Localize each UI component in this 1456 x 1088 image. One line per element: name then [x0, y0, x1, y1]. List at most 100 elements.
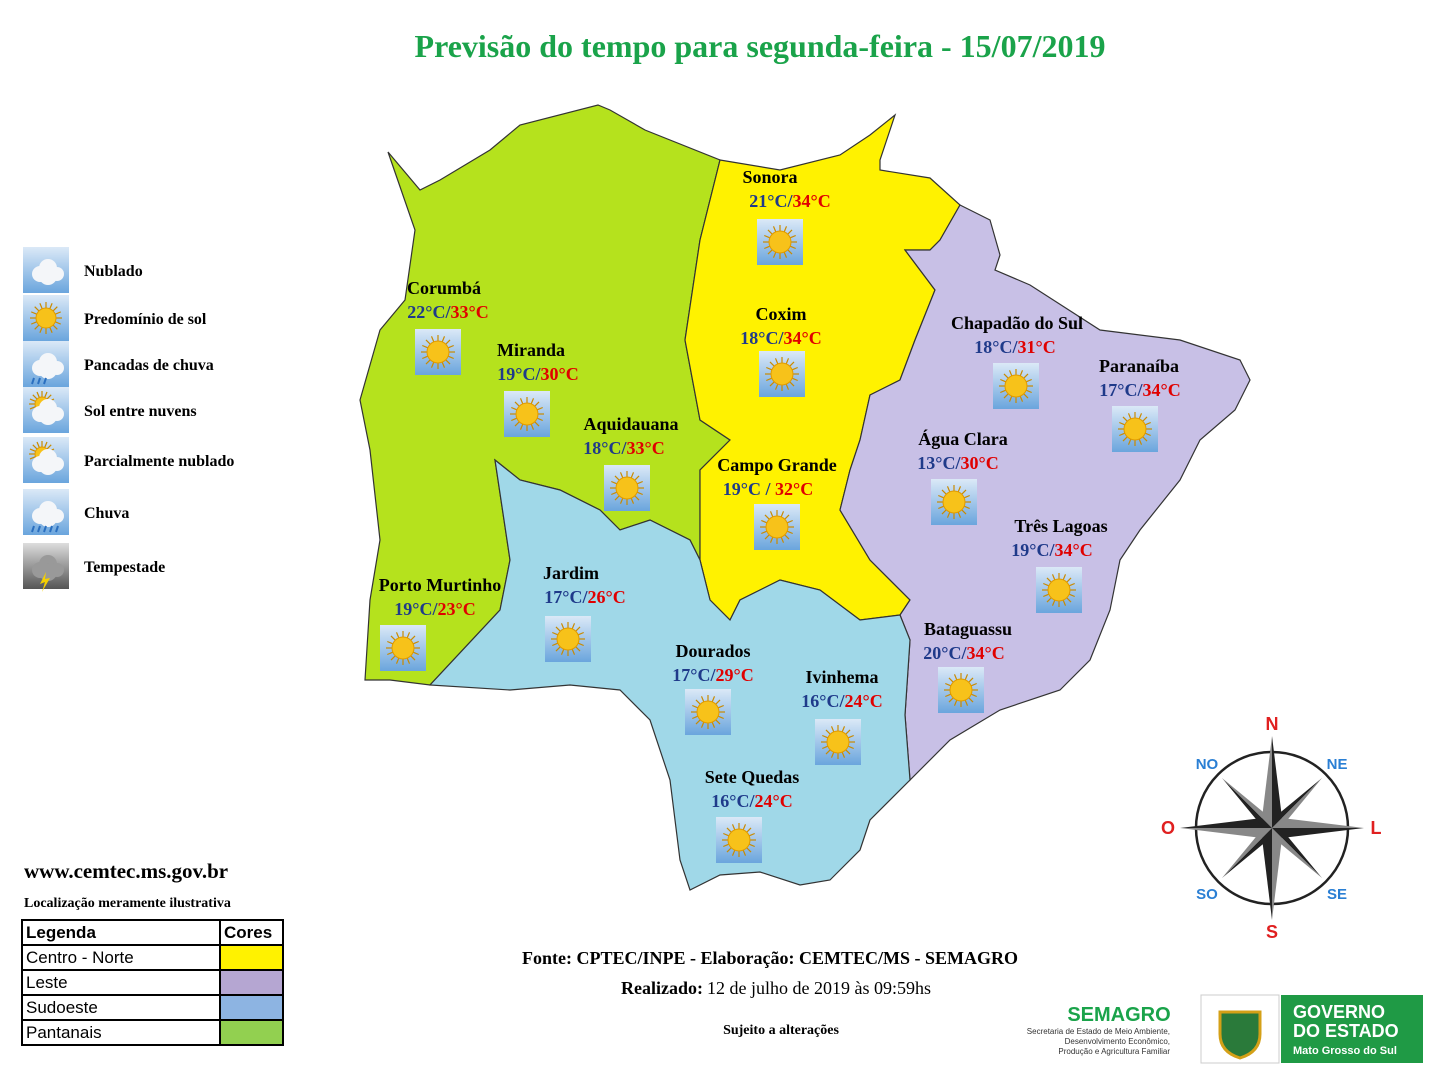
sun-ray [748, 832, 755, 837]
sun-ray [787, 229, 793, 235]
sun [727, 828, 751, 852]
weather-icon [23, 543, 69, 592]
city-name: Miranda [497, 340, 565, 360]
legend-label: Leste [21, 969, 221, 996]
compass-label: L [1371, 818, 1382, 838]
sun-ray [941, 489, 947, 495]
sun-ray [430, 336, 435, 343]
sun-ray [422, 344, 429, 349]
rain [31, 525, 35, 533]
city-name: Água Clara [918, 428, 1008, 449]
sun-ray [961, 509, 967, 515]
sun [1123, 417, 1147, 441]
city-temp: 18°C/31°C [974, 337, 1055, 357]
weather-icon [380, 625, 426, 671]
sun-ray [514, 401, 520, 407]
sun-ray [963, 494, 970, 499]
rain [37, 377, 41, 385]
sun-ray [1008, 370, 1013, 377]
sun-ray [791, 377, 798, 382]
temp-min: 18°C/ [974, 337, 1018, 357]
sun-ray [945, 682, 952, 687]
sun-ray [530, 423, 535, 430]
semagro-sub: Desenvolvimento Econômico, [1065, 1037, 1170, 1046]
sun-ray [717, 704, 724, 709]
sun-ray [577, 642, 584, 647]
sun-ray [1003, 393, 1009, 399]
sun-ray [441, 336, 446, 343]
sun-ray [441, 361, 446, 368]
sun-ray [825, 749, 831, 755]
sun-ray [780, 511, 785, 518]
website: www.cemtec.ms.gov.br [24, 859, 228, 883]
sun-ray [742, 849, 747, 856]
sun-ray [726, 847, 732, 853]
made-value: 12 de julho de 2019 às 09:59hs [707, 978, 931, 998]
sun-ray [948, 677, 954, 683]
sun-ray [406, 657, 411, 664]
sun [1004, 374, 1028, 398]
temp-max: 29°C [716, 665, 754, 685]
sun-ray [511, 406, 518, 411]
sun-ray [780, 536, 785, 543]
temp-min: 17°C/ [672, 665, 716, 685]
sun-ray [636, 480, 643, 485]
temp-min: 18°C/ [583, 438, 627, 458]
sun-ray [614, 475, 620, 481]
city-temp: 16°C/24°C [711, 791, 792, 811]
weather-icon [757, 219, 803, 265]
sun-ray [1019, 395, 1024, 402]
sun-ray [1127, 413, 1132, 420]
sun-ray [46, 394, 52, 400]
sun-ray [948, 697, 954, 703]
sun-ray [55, 311, 62, 315]
temp-min: 18°C/ [740, 328, 784, 348]
weather-icon [931, 479, 977, 525]
sun-ray [968, 697, 974, 703]
sun-ray [430, 361, 435, 368]
sun-ray [789, 361, 795, 367]
city-name: Jardim [543, 563, 599, 583]
sun-ray [536, 406, 543, 411]
rain [43, 377, 47, 385]
sun-ray [571, 648, 576, 655]
gov-text: DO ESTADO [1293, 1021, 1399, 1041]
rain [31, 377, 35, 385]
legend-label: Sudoeste [21, 994, 221, 1021]
sun-ray [387, 640, 394, 645]
sun-ray [44, 391, 48, 398]
sun-ray [1023, 393, 1029, 399]
sun [768, 230, 792, 254]
sun-ray [961, 489, 967, 495]
rain [37, 525, 41, 533]
weather-icon [716, 817, 762, 863]
temp-min: 21°C/ [749, 191, 793, 211]
city-temp: 19°C / 32°C [723, 479, 813, 499]
temp-min: 19°C/ [497, 364, 541, 384]
sun-ray [774, 383, 779, 390]
sun-ray [789, 234, 796, 239]
sun-ray [723, 843, 730, 848]
city-name: Porto Murtinho [379, 575, 501, 595]
sun-ray [772, 251, 777, 258]
weather-icon [604, 465, 650, 511]
sun-ray [695, 699, 701, 705]
sun-ray [769, 361, 775, 367]
weather-label: Chuva [84, 505, 129, 522]
sun-ray [695, 719, 701, 725]
sun-ray [36, 391, 40, 398]
weather-icon [23, 387, 69, 433]
temp-max: 30°C [961, 453, 999, 473]
sun [515, 402, 539, 426]
weather-label: Sol entre nuvens [84, 403, 197, 420]
sun [35, 307, 57, 329]
compass-rose: N NE L SE S SO O NO [1161, 714, 1382, 942]
sun [391, 636, 415, 660]
sun-ray [1122, 416, 1128, 422]
weather-legend: Nublado Predomínio de sol Pancadas de chuv… [23, 247, 234, 592]
sun-ray [847, 745, 854, 750]
semagro-logo: SEMAGRO Secretaria de Estado de Meio Amb… [1027, 1004, 1171, 1056]
cloud [39, 509, 57, 527]
sun-ray [742, 824, 747, 831]
temp-max: 32°C [775, 479, 813, 499]
